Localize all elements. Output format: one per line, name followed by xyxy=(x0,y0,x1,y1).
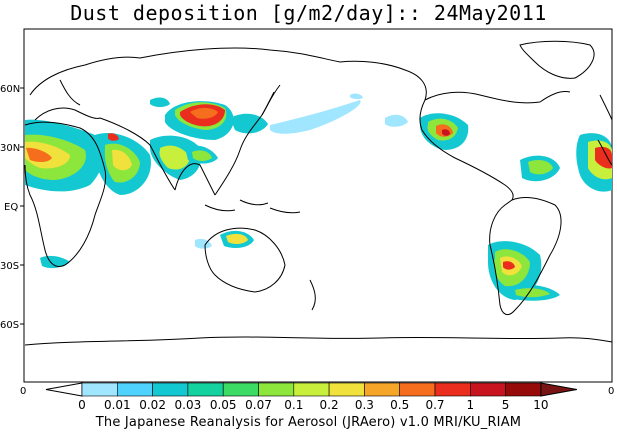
lat-label-30s: 30S xyxy=(0,261,19,272)
dust-plume-north-america xyxy=(420,113,469,150)
coastline-new-zealand xyxy=(309,279,316,311)
colorbar-level-label: 5 xyxy=(502,398,510,412)
colorbar-box xyxy=(434,382,471,397)
colorbar-level-label: 0.02 xyxy=(139,398,166,412)
dust-plume-caribbean xyxy=(520,133,612,192)
colorbar-box xyxy=(505,382,542,397)
coastline-north-america xyxy=(339,60,571,201)
colorbar: 0 0.01 0.02 0.03 0.05 0.07 0.1 0.2 0.3 0.5 0.7 1 5 10 xyxy=(45,382,577,412)
coastlines xyxy=(24,40,613,346)
left-edge-label: 0 xyxy=(20,386,26,397)
coastline-africa xyxy=(24,121,107,267)
colorbar-arrow-low xyxy=(45,382,83,397)
coastline-greenland xyxy=(519,40,595,79)
dust-plume-australia xyxy=(195,230,254,249)
latitude-axis: 60N 30N EQ 30S 60S xyxy=(0,84,24,331)
lat-label-30n: 30N xyxy=(0,143,20,154)
colorbar-box xyxy=(469,382,506,397)
dust-plume-sahara xyxy=(25,119,105,269)
colorbar-box xyxy=(258,382,295,397)
map-title: Dust deposition [g/m2/day]:: 24May2011 xyxy=(70,1,547,25)
right-edge-label: 0 xyxy=(608,386,614,397)
colorbar-level-label: 10 xyxy=(533,398,548,412)
colorbar-box xyxy=(364,382,400,397)
colorbar-box xyxy=(152,382,189,397)
dust-plume-pacific xyxy=(270,93,408,134)
coastline-asia xyxy=(99,47,341,196)
lat-label-eq: EQ xyxy=(4,202,18,213)
dust-plume-arabia xyxy=(95,132,151,195)
colorbar-level-label: 0.2 xyxy=(320,398,339,412)
colorbar-level-label: 1 xyxy=(466,398,474,412)
coastline-indonesia xyxy=(204,199,301,214)
coastline-europe-east xyxy=(597,94,613,166)
colorbar-box xyxy=(293,382,330,397)
lat-label-60s: 60S xyxy=(0,320,19,331)
coastline-europe xyxy=(29,56,141,121)
dust-plumes xyxy=(25,93,612,301)
coastline-south-america xyxy=(489,197,562,316)
colorbar-box xyxy=(399,382,436,397)
colorbar-box xyxy=(187,382,224,397)
map-frame xyxy=(23,28,613,383)
coastline-australia xyxy=(204,227,286,293)
colorbar-level-label: 0.3 xyxy=(355,398,374,412)
colorbar-box xyxy=(81,382,118,397)
dust-plume-south-america xyxy=(488,241,560,301)
colorbar-level-label: 0 xyxy=(78,398,86,412)
coastline-japan xyxy=(261,91,275,116)
colorbar-level-label: 0.07 xyxy=(245,398,272,412)
footer-credit: The Japanese Reanalysis for Aerosol (JRA… xyxy=(95,415,522,430)
colorbar-box xyxy=(222,382,259,397)
colorbar-level-label: 0.7 xyxy=(425,398,444,412)
coastline-antarctica xyxy=(24,336,613,346)
colorbar-level-label: 0.01 xyxy=(104,398,131,412)
colorbar-arrow-high xyxy=(540,382,577,397)
colorbar-box xyxy=(328,382,365,397)
colorbar-level-label: 0.03 xyxy=(175,398,202,412)
colorbar-level-label: 0.5 xyxy=(390,398,409,412)
colorbar-level-label: 0.1 xyxy=(284,398,303,412)
dust-plume-gobi xyxy=(150,97,268,164)
lat-label-60n: 60N xyxy=(0,84,20,95)
colorbar-box xyxy=(117,382,153,397)
colorbar-level-label: 0.05 xyxy=(210,398,237,412)
